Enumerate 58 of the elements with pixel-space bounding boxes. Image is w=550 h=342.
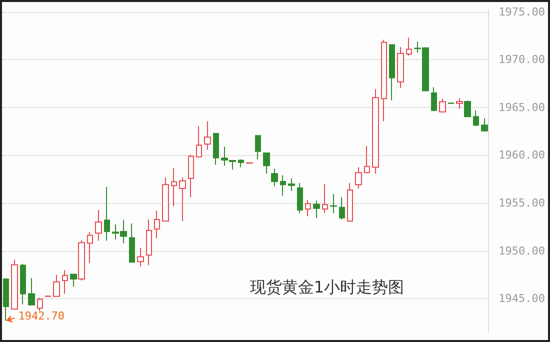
candlestick [238, 158, 244, 168]
candlestick [87, 232, 93, 264]
y-tick-label: 1970.00 [498, 53, 545, 66]
candlestick [146, 218, 152, 266]
candlestick [171, 168, 177, 207]
candlestick [355, 166, 362, 189]
annotation: 1942.70 [18, 310, 65, 323]
candlestick [188, 154, 194, 198]
candlestick [305, 199, 311, 217]
y-tick-label: 1975.00 [498, 5, 545, 18]
candlestick [271, 168, 278, 187]
candlestick [406, 37, 412, 56]
candlestick [330, 194, 337, 214]
candlestick [456, 98, 463, 110]
candlestick [95, 209, 102, 242]
text: 现货黄金1小时走势图 [250, 278, 404, 296]
candlestick [11, 259, 18, 310]
candlestick [280, 174, 286, 196]
candlestick [70, 274, 77, 288]
candlestick [196, 126, 202, 158]
candlestick [137, 247, 144, 267]
candlestick [397, 46, 404, 89]
candlestick [3, 278, 9, 322]
candlestick [381, 39, 387, 122]
candlestick [62, 270, 68, 294]
candlestick [439, 98, 446, 114]
candlestick [20, 263, 26, 305]
candlestick [162, 176, 169, 222]
candlestick [53, 274, 60, 297]
candlestick [288, 178, 295, 192]
candlestick [389, 44, 395, 101]
candlestick [104, 186, 110, 242]
candlestick [263, 152, 270, 174]
candlestick [431, 86, 437, 112]
candlestick [255, 135, 261, 160]
candlestick [154, 210, 160, 239]
candlestick [339, 196, 345, 220]
candlestick [204, 120, 211, 150]
candlestick [37, 297, 43, 312]
candlestick [347, 182, 353, 222]
y-tick-label: 1950.00 [498, 244, 545, 258]
y-tick-label: 1955.00 [498, 196, 545, 210]
candlestick [313, 200, 320, 218]
candlestick [129, 223, 135, 263]
candlestick [28, 278, 35, 306]
candlestick [322, 183, 328, 214]
candlestick [213, 132, 219, 166]
candlestick [78, 240, 85, 281]
candlestick [372, 88, 379, 174]
candlestick [179, 176, 186, 222]
y-tick-label: 1945.00 [498, 292, 545, 306]
candlestick [464, 100, 471, 118]
candlestick [297, 182, 303, 214]
candlestick [473, 110, 479, 127]
y-tick-label: 1960.00 [498, 148, 545, 162]
candlestick [364, 146, 370, 174]
candlestick [481, 118, 488, 132]
y-tick-label: 1965.00 [498, 100, 545, 114]
